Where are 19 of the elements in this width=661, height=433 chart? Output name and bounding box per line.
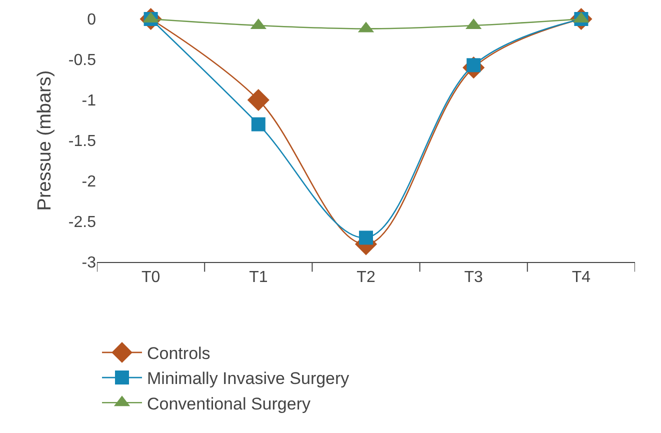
point <box>247 88 270 112</box>
y-axis-title: Pressue (mbars) <box>34 70 56 211</box>
x-tick-label: T4 <box>572 269 591 286</box>
point <box>251 117 266 132</box>
x-tick-label: T3 <box>464 269 484 286</box>
y-tick-label: 0 <box>87 12 96 29</box>
legend-label: Minimally Invasive Surgery <box>147 369 350 388</box>
y-tick-label: -3 <box>82 254 96 272</box>
x-tick-label: T1 <box>249 269 268 286</box>
y-tick-label: -0.5 <box>68 52 96 70</box>
legend-label: Controls <box>147 344 210 364</box>
x-tick-label: T2 <box>356 269 376 286</box>
y-tick-label: -2 <box>82 174 96 191</box>
x-tick-label: T0 <box>141 269 160 286</box>
y-tick-label: -1.5 <box>68 133 96 150</box>
legend-label: Conventional Surgery <box>147 394 311 414</box>
y-tick-label: -1 <box>82 92 96 110</box>
y-tick-label: -2.5 <box>68 214 96 232</box>
point <box>359 230 373 245</box>
